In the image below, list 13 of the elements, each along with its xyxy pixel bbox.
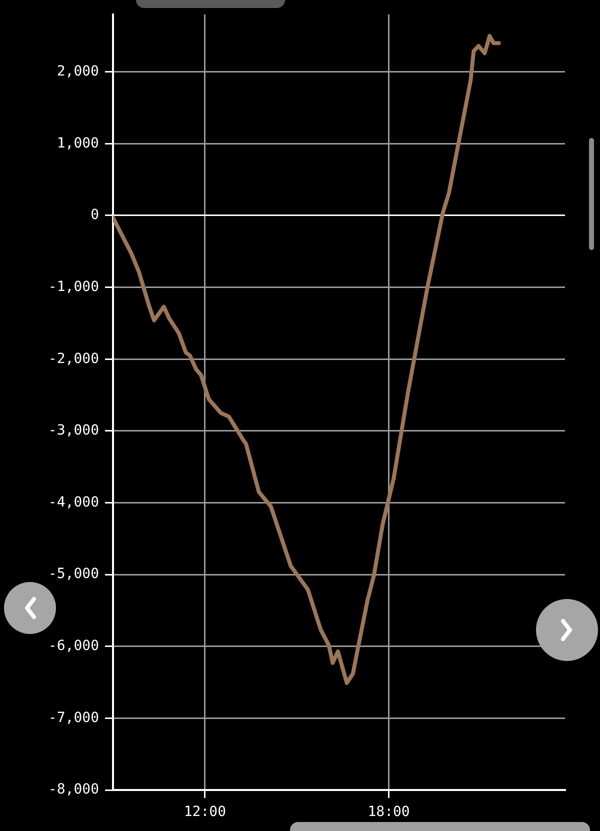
- y-tick-label: -4,000: [48, 494, 99, 510]
- y-tick-label: -5,000: [48, 566, 99, 582]
- y-tick-label: -2,000: [48, 350, 99, 367]
- y-tick-label: 2,000: [56, 63, 99, 80]
- y-tick-label: 1,000: [56, 135, 99, 152]
- y-tick-label: -6,000: [48, 638, 99, 654]
- y-tick-label: -3,000: [48, 422, 99, 439]
- y-tick-label: 0: [90, 207, 99, 224]
- x-tick-label: 12:00: [184, 804, 226, 820]
- y-tick-label: -8,000: [48, 782, 99, 798]
- y-tick-label: -1,000: [48, 278, 99, 295]
- y-tick-label: -7,000: [48, 710, 99, 726]
- x-tick-label: 18:00: [368, 804, 410, 820]
